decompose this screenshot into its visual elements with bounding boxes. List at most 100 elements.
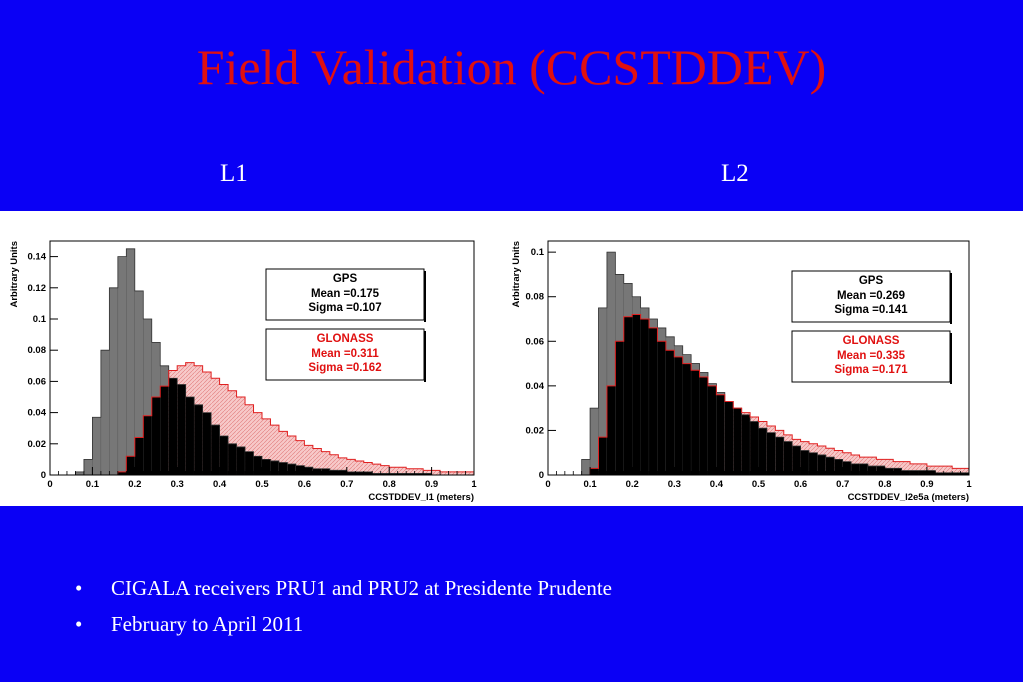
glonass-bar <box>287 436 296 475</box>
overlap-bar <box>952 472 961 475</box>
glonass-bar <box>440 471 449 475</box>
glonass-bar <box>380 465 390 475</box>
glonass-bar <box>245 404 254 475</box>
overlap-bar <box>682 363 692 475</box>
overlap-bar <box>168 378 178 475</box>
glonass-outline <box>50 362 475 476</box>
overlap-bar <box>623 316 633 475</box>
x-tick-label: 0.5 <box>255 479 269 490</box>
overlap-bar <box>800 450 810 475</box>
overlap-bar <box>649 327 658 475</box>
gps-bar <box>83 459 93 476</box>
overlap-bar <box>606 385 616 475</box>
overlap-bar <box>423 473 432 475</box>
overlap-bar <box>935 472 944 475</box>
overlap-bar <box>834 459 843 475</box>
overlap-bar <box>185 397 195 475</box>
bullet-item: • February to April 2011 <box>75 608 612 644</box>
overlap-bar <box>792 446 801 475</box>
stats-box-shadow <box>950 273 952 324</box>
glonass-bar <box>884 459 894 475</box>
overlap-bar <box>867 466 877 475</box>
glonass-bar <box>414 468 424 475</box>
overlap-bar <box>338 470 347 475</box>
x-tick-label: 0.2 <box>128 479 141 490</box>
x-tick-label: 0.4 <box>710 479 724 490</box>
x-tick-label: 1 <box>966 479 972 490</box>
x-tick-label: 0 <box>47 479 52 490</box>
glonass-bar <box>448 471 458 475</box>
x-axis-label: CCSTDDEV_l1 (meters) <box>368 492 474 503</box>
overlap-bar <box>389 473 398 475</box>
bullet-text: CIGALA receivers PRU1 and PRU2 at Presid… <box>111 576 612 600</box>
overlap-bar <box>766 432 776 475</box>
overlap-bar <box>211 425 220 475</box>
overlap-bar <box>809 452 818 475</box>
overlap-bar <box>707 385 717 475</box>
overlap-bar <box>117 471 127 475</box>
x-tick-label: 0.1 <box>86 479 100 490</box>
x-tick-label: 0.7 <box>836 479 849 490</box>
overlap-bar <box>893 468 902 475</box>
overlap-bar <box>716 394 725 475</box>
x-tick-label: 0.8 <box>878 479 891 490</box>
glonass-bar <box>219 384 229 475</box>
glonass-bar <box>935 466 944 475</box>
glonass-bar <box>262 418 271 475</box>
y-axis-label: Arbitrary Units <box>9 241 20 308</box>
overlap-bar <box>783 441 793 475</box>
y-tick-label: 0.06 <box>526 336 545 347</box>
overlap-bar <box>414 473 424 475</box>
chart-band: 0 0.1 0.2 0.3 0.4 0.5 0.6 0.7 0.8 0.9 1 0 0.02 0.04 0.… <box>0 211 1023 506</box>
overlap-bar <box>397 473 407 475</box>
y-tick-label: 0.08 <box>526 292 545 303</box>
y-tick-label: 0 <box>539 470 544 481</box>
bullet-list: • CIGALA receivers PRU1 and PRU2 at Pres… <box>75 572 612 644</box>
overlap-bar <box>372 473 381 475</box>
stats-box-frame <box>265 328 425 381</box>
bullet-text: February to April 2011 <box>111 612 304 636</box>
overlap-bar <box>910 470 919 475</box>
y-tick-label: 0.06 <box>28 376 47 387</box>
overlap-bar <box>926 470 936 475</box>
overlap-bar <box>733 408 742 475</box>
stats-box-shadow <box>424 271 426 322</box>
overlap-bar <box>775 437 784 475</box>
overlap-bar <box>177 384 186 475</box>
y-tick-label: 0.12 <box>28 283 47 294</box>
overlap-bar <box>750 421 759 475</box>
overlap-bar <box>202 412 212 475</box>
legend-series-name: GPS <box>333 273 358 285</box>
legend-stat: Mean =0.175 <box>311 288 380 300</box>
y-tick-label: 0.08 <box>28 345 47 356</box>
overlap-bar <box>126 456 135 475</box>
overlap-bar <box>674 356 683 475</box>
overlap-bar <box>245 451 254 475</box>
legend-stat: Sigma =0.171 <box>834 364 908 376</box>
overlap-bar <box>691 370 700 475</box>
y-tick-label: 0.1 <box>33 314 47 325</box>
overlap-bar <box>134 437 144 475</box>
glonass-bar <box>355 460 364 475</box>
overlap-bar <box>321 468 330 475</box>
histogram-chart-l1: 0 0.1 0.2 0.3 0.4 0.5 0.6 0.7 0.8 0.9 1 0 0.02 0.04 0.… <box>9 240 477 503</box>
glonass-bar <box>465 471 474 475</box>
glonass-bar <box>338 457 347 475</box>
x-tick-label: 0.4 <box>213 479 227 490</box>
x-axis-label: CCSTDDEV_l2e5a (meters) <box>848 492 969 503</box>
bullet-dot-icon: • <box>75 612 83 636</box>
overlap-bar <box>406 473 415 475</box>
x-tick-label: 0 <box>545 479 550 490</box>
overlap-bar <box>253 456 262 475</box>
overlap-bar <box>699 376 708 475</box>
overlap-bar <box>817 454 826 475</box>
overlap-bar <box>590 468 599 475</box>
glonass-bar <box>431 470 441 475</box>
gps-bar <box>581 459 591 476</box>
overlap-bar <box>312 468 322 475</box>
stats-box-frame <box>791 270 951 323</box>
x-tick-label: 0.6 <box>298 479 311 490</box>
gps-bar <box>589 407 599 476</box>
stats-box-frame <box>265 268 425 321</box>
panel-label-l1: L1 <box>220 160 248 187</box>
